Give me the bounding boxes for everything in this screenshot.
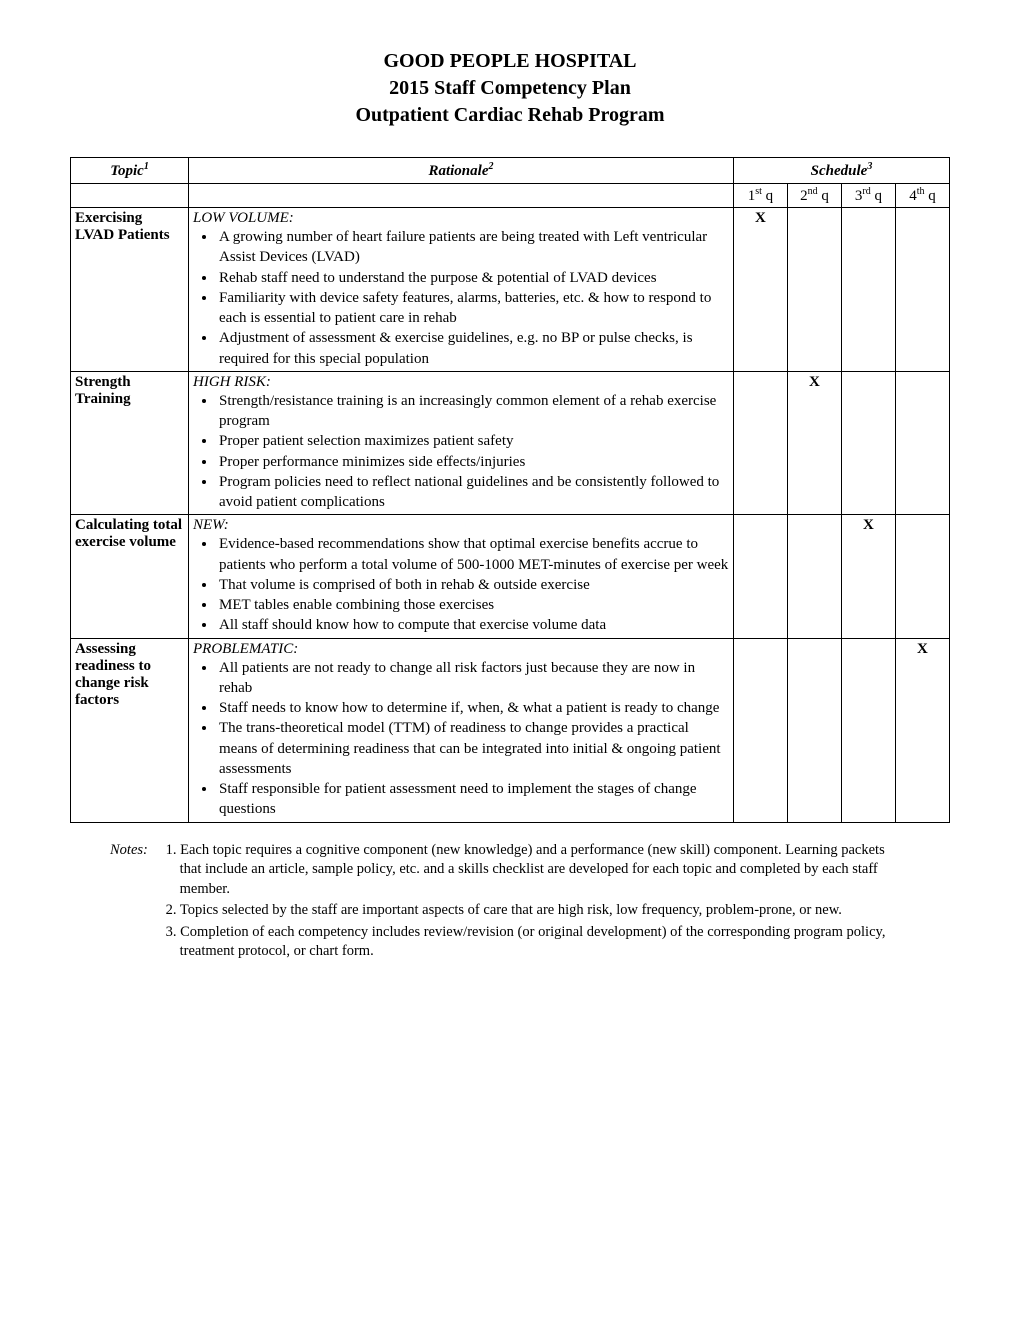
- rationale-list: A growing number of heart failure patien…: [193, 227, 729, 369]
- col-q2: 2nd q: [787, 184, 841, 208]
- col-q3: 3rd q: [841, 184, 895, 208]
- schedule-cell-q3: X: [841, 515, 895, 638]
- table-subheader-row: 1st q 2nd q 3rd q 4th q: [71, 184, 950, 208]
- schedule-cell-q4: X: [895, 638, 949, 822]
- subheader-empty: [71, 184, 189, 208]
- table-row: Strength TrainingHIGH RISK:Strength/resi…: [71, 371, 950, 515]
- document-header: GOOD PEOPLE HOSPITAL 2015 Staff Competen…: [70, 48, 950, 129]
- table-row: Calculating total exercise volumeNEW:Evi…: [71, 515, 950, 638]
- col-schedule: Schedule3: [733, 158, 949, 184]
- rationale-list: Strength/resistance training is an incre…: [193, 391, 729, 513]
- competency-table: Topic1 Rationale2 Schedule3 1st q 2nd q …: [70, 157, 950, 823]
- table-body: Exercising LVAD PatientsLOW VOLUME:A gro…: [71, 208, 950, 823]
- col-rationale: Rationale2: [189, 158, 734, 184]
- schedule-cell-q4: [895, 208, 949, 372]
- schedule-cell-q4: [895, 371, 949, 515]
- rationale-label: PROBLEMATIC:: [193, 641, 298, 657]
- rationale-bullet: MET tables enable combining those exerci…: [217, 595, 729, 615]
- rationale-bullet: Staff needs to know how to determine if,…: [217, 698, 729, 718]
- schedule-cell-q3: [841, 208, 895, 372]
- table-header-row: Topic1 Rationale2 Schedule3: [71, 158, 950, 184]
- rationale-cell: LOW VOLUME:A growing number of heart fai…: [189, 208, 734, 372]
- rationale-list: Evidence-based recommendations show that…: [193, 534, 729, 635]
- schedule-cell-q3: [841, 371, 895, 515]
- rationale-bullet: Proper performance minimizes side effect…: [217, 452, 729, 472]
- schedule-cell-q2: [787, 515, 841, 638]
- rationale-bullet: All staff should know how to compute tha…: [217, 615, 729, 635]
- note-item: 1. Each topic requires a cognitive compo…: [166, 841, 906, 900]
- rationale-bullet: Staff responsible for patient assessment…: [217, 779, 729, 820]
- col-q4: 4th q: [895, 184, 949, 208]
- rationale-label: HIGH RISK:: [193, 374, 271, 390]
- rationale-bullet: All patients are not ready to change all…: [217, 658, 729, 699]
- schedule-cell-q1: [733, 638, 787, 822]
- header-line-1: GOOD PEOPLE HOSPITAL: [70, 48, 950, 75]
- header-line-3: Outpatient Cardiac Rehab Program: [70, 102, 950, 129]
- rationale-label: NEW:: [193, 517, 229, 533]
- col-topic: Topic1: [71, 158, 189, 184]
- rationale-cell: NEW:Evidence-based recommendations show …: [189, 515, 734, 638]
- rationale-bullet: Program policies need to reflect nationa…: [217, 472, 729, 513]
- note-item: 3. Completion of each competency include…: [166, 923, 906, 962]
- schedule-cell-q1: [733, 371, 787, 515]
- topic-cell: Calculating total exercise volume: [71, 515, 189, 638]
- note-item: 2. Topics selected by the staff are impo…: [166, 901, 906, 921]
- schedule-cell-q3: [841, 638, 895, 822]
- notes-label: Notes:: [110, 841, 162, 861]
- table-row: Assessing readiness to change risk facto…: [71, 638, 950, 822]
- schedule-cell-q2: [787, 638, 841, 822]
- rationale-bullet: Evidence-based recommendations show that…: [217, 534, 729, 575]
- rationale-bullet: Adjustment of assessment & exercise guid…: [217, 328, 729, 369]
- table-row: Exercising LVAD PatientsLOW VOLUME:A gro…: [71, 208, 950, 372]
- rationale-bullet: Familiarity with device safety features,…: [217, 288, 729, 329]
- topic-cell: Strength Training: [71, 371, 189, 515]
- rationale-cell: PROBLEMATIC:All patients are not ready t…: [189, 638, 734, 822]
- rationale-bullet: Proper patient selection maximizes patie…: [217, 431, 729, 451]
- topic-cell: Exercising LVAD Patients: [71, 208, 189, 372]
- schedule-cell-q2: [787, 208, 841, 372]
- subheader-empty: [189, 184, 734, 208]
- schedule-cell-q2: X: [787, 371, 841, 515]
- header-line-2: 2015 Staff Competency Plan: [70, 75, 950, 102]
- notes-section: Notes: 1. Each topic requires a cognitiv…: [70, 841, 950, 964]
- rationale-bullet: Strength/resistance training is an incre…: [217, 391, 729, 432]
- topic-cell: Assessing readiness to change risk facto…: [71, 638, 189, 822]
- schedule-cell-q1: [733, 515, 787, 638]
- rationale-bullet: That volume is comprised of both in reha…: [217, 575, 729, 595]
- rationale-bullet: The trans-theoretical model (TTM) of rea…: [217, 718, 729, 779]
- rationale-label: LOW VOLUME:: [193, 210, 294, 226]
- schedule-cell-q4: [895, 515, 949, 638]
- col-q1: 1st q: [733, 184, 787, 208]
- rationale-bullet: Rehab staff need to understand the purpo…: [217, 268, 729, 288]
- rationale-bullet: A growing number of heart failure patien…: [217, 227, 729, 268]
- rationale-cell: HIGH RISK:Strength/resistance training i…: [189, 371, 734, 515]
- notes-body: 1. Each topic requires a cognitive compo…: [166, 841, 906, 964]
- rationale-list: All patients are not ready to change all…: [193, 658, 729, 820]
- schedule-cell-q1: X: [733, 208, 787, 372]
